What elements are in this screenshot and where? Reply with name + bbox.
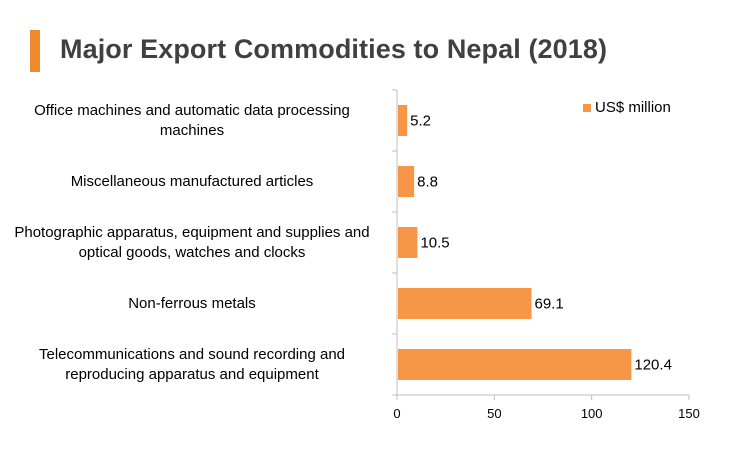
bar bbox=[398, 166, 415, 197]
x-tick-label: 100 bbox=[581, 406, 603, 421]
bar bbox=[398, 349, 632, 380]
data-label: 10.5 bbox=[420, 235, 449, 252]
legend-swatch bbox=[583, 104, 591, 112]
data-label: 5.2 bbox=[410, 113, 431, 130]
data-label: 120.4 bbox=[634, 357, 672, 374]
title-accent-bar bbox=[30, 30, 40, 72]
x-tick-label: 150 bbox=[678, 406, 700, 421]
x-tick-label: 50 bbox=[487, 406, 501, 421]
bar bbox=[398, 227, 418, 258]
data-label: 69.1 bbox=[535, 296, 564, 313]
category-label: Office machines and automatic data proce… bbox=[34, 101, 350, 139]
bar bbox=[398, 105, 408, 136]
x-tick-label: 0 bbox=[393, 406, 400, 421]
category-label: Photographic apparatus, equipment and su… bbox=[14, 223, 370, 261]
chart-title: Major Export Commodities to Nepal (2018) bbox=[60, 34, 608, 64]
category-label: Non-ferrous metals bbox=[128, 294, 256, 312]
data-label: 8.8 bbox=[417, 174, 438, 191]
category-label: Telecommunications and sound recording a… bbox=[38, 345, 346, 383]
legend-label: US$ million bbox=[595, 99, 671, 116]
category-label: Miscellaneous manufactured articles bbox=[70, 172, 314, 190]
bar bbox=[398, 288, 532, 319]
